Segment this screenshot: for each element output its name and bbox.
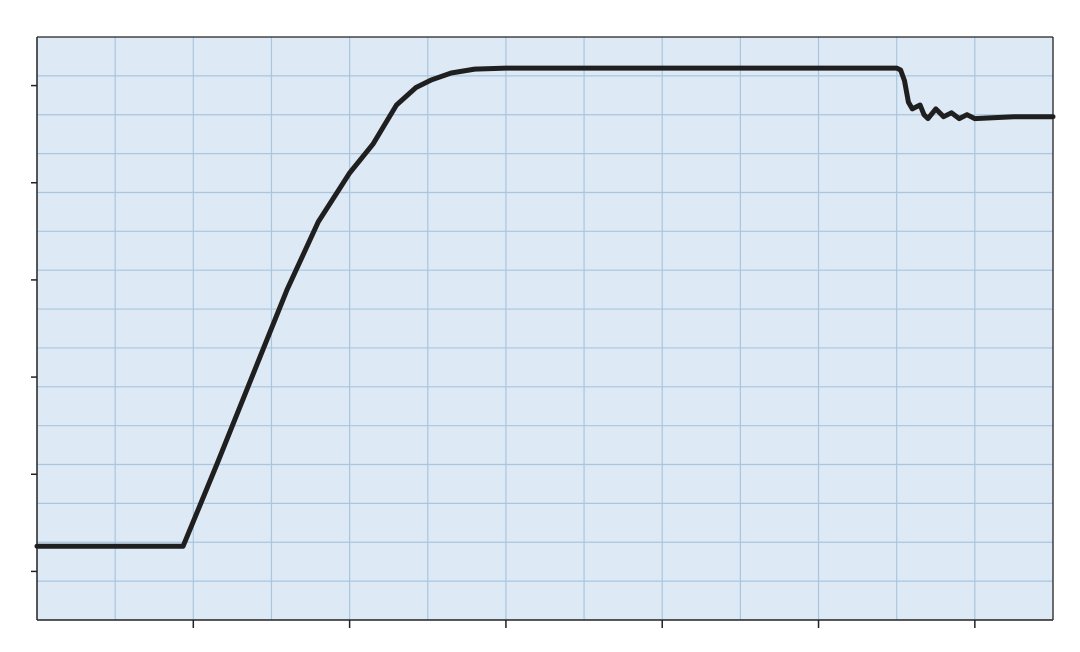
series-line (34, 65, 1056, 549)
grid-lines (37, 37, 1053, 620)
plot-area (37, 37, 1053, 620)
axes (36, 36, 1054, 621)
series-group (34, 65, 1056, 549)
tick-marks (31, 84, 976, 628)
